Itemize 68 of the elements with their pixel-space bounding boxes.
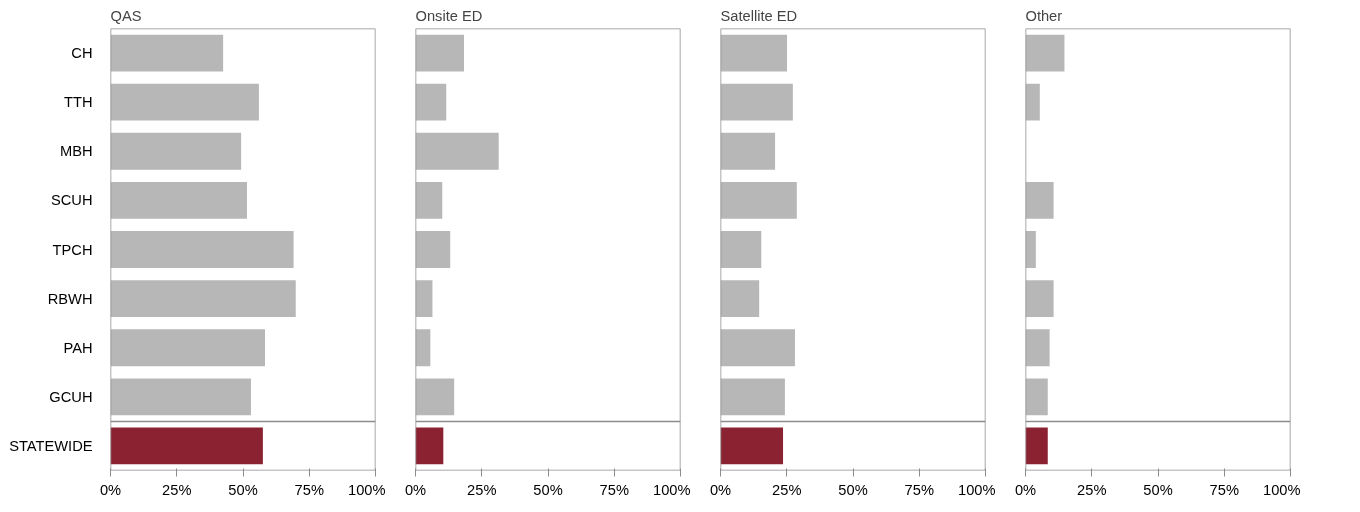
y-tick-label: TTH [64, 94, 93, 111]
x-tick-label: 25% [772, 481, 802, 498]
bar [720, 181, 797, 219]
bar [415, 378, 455, 416]
x-tick-label: 75% [294, 481, 324, 498]
bar [110, 83, 259, 121]
x-tick-label: 100% [958, 481, 996, 498]
bar [415, 34, 464, 72]
bar [110, 231, 294, 268]
bar [415, 231, 451, 268]
chart-title: Onsite ED [415, 7, 483, 24]
y-tick-label: SCUH [50, 192, 93, 209]
y-tick-label: PAH [63, 339, 93, 356]
y-tick-label: STATEWIDE [9, 437, 93, 454]
bar [720, 378, 785, 416]
x-tick-label: 0% [99, 481, 122, 498]
bar [415, 280, 433, 318]
x-tick-label: 50% [228, 481, 258, 498]
bar [720, 34, 788, 72]
chart-title: Satellite ED [720, 7, 798, 24]
bar [1025, 280, 1054, 318]
bar [1025, 34, 1065, 72]
bar [110, 329, 265, 367]
bar [110, 378, 251, 416]
chart-title: QAS [110, 7, 142, 24]
x-tick-label: 75% [904, 481, 934, 498]
bar [415, 329, 431, 367]
chart-title: Other [1025, 7, 1063, 24]
x-tick-label: 100% [1263, 481, 1301, 498]
bar [1025, 329, 1050, 367]
y-tick-label: CH [71, 45, 93, 62]
x-tick-label: 0% [709, 481, 732, 498]
bar [415, 132, 499, 170]
bar [1025, 427, 1048, 465]
bar [720, 280, 760, 318]
bar [720, 427, 784, 465]
x-tick-label: 0% [404, 481, 427, 498]
x-tick-label: 100% [653, 481, 691, 498]
bar [720, 231, 762, 268]
x-tick-label: 25% [467, 481, 497, 498]
bar [1025, 181, 1054, 219]
bar [720, 83, 793, 121]
x-tick-label: 50% [838, 481, 868, 498]
y-tick-label: MBH [59, 143, 93, 160]
bar [110, 181, 247, 219]
x-tick-label: 25% [162, 481, 192, 498]
y-tick-label: GCUH [49, 388, 93, 405]
y-tick-label: RBWH [47, 290, 93, 307]
bar [720, 329, 795, 367]
x-tick-label: 75% [599, 481, 629, 498]
bar [110, 34, 224, 72]
y-tick-label: TPCH [52, 241, 93, 258]
bar [415, 427, 444, 465]
bar [1025, 378, 1048, 416]
x-tick-label: 25% [1077, 481, 1107, 498]
x-tick-label: 50% [1143, 481, 1173, 498]
bar [1025, 231, 1036, 268]
bar [415, 83, 447, 121]
bar [110, 280, 296, 318]
x-tick-label: 100% [348, 481, 386, 498]
bar [110, 427, 263, 465]
x-tick-label: 50% [533, 481, 563, 498]
x-tick-label: 75% [1209, 481, 1239, 498]
bar [110, 132, 242, 170]
bar [720, 132, 776, 170]
x-tick-label: 0% [1014, 481, 1037, 498]
bar [1025, 83, 1040, 121]
bar [415, 181, 443, 219]
